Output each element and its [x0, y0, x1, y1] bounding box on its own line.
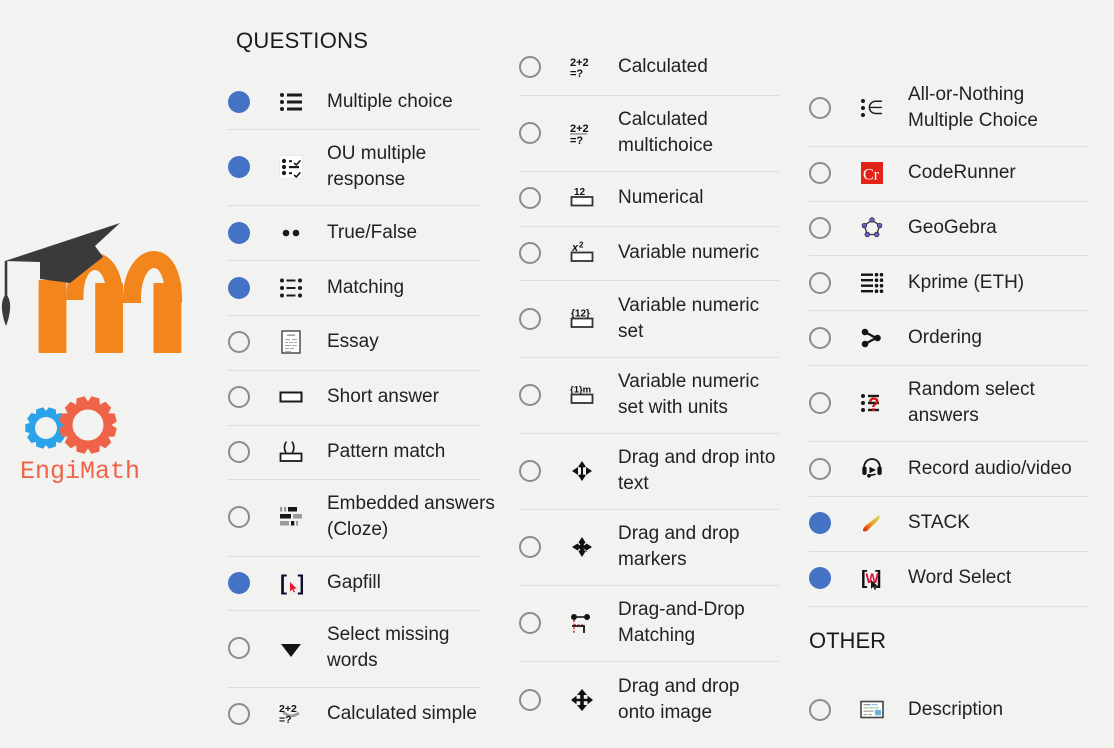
svg-text:=?: =? — [570, 135, 583, 145]
svg-text:2: 2 — [579, 241, 584, 250]
svg-text:=?: =? — [279, 714, 292, 726]
svg-text:∈: ∈ — [867, 98, 884, 119]
svg-text:2+2: 2+2 — [570, 123, 589, 135]
svg-text:EngiMath: EngiMath — [20, 457, 140, 485]
svg-text:?: ? — [868, 395, 880, 415]
svg-text:( ): ( ) — [283, 440, 295, 454]
svg-text:Cr: Cr — [863, 167, 880, 184]
svg-text:=?: =? — [570, 68, 583, 79]
